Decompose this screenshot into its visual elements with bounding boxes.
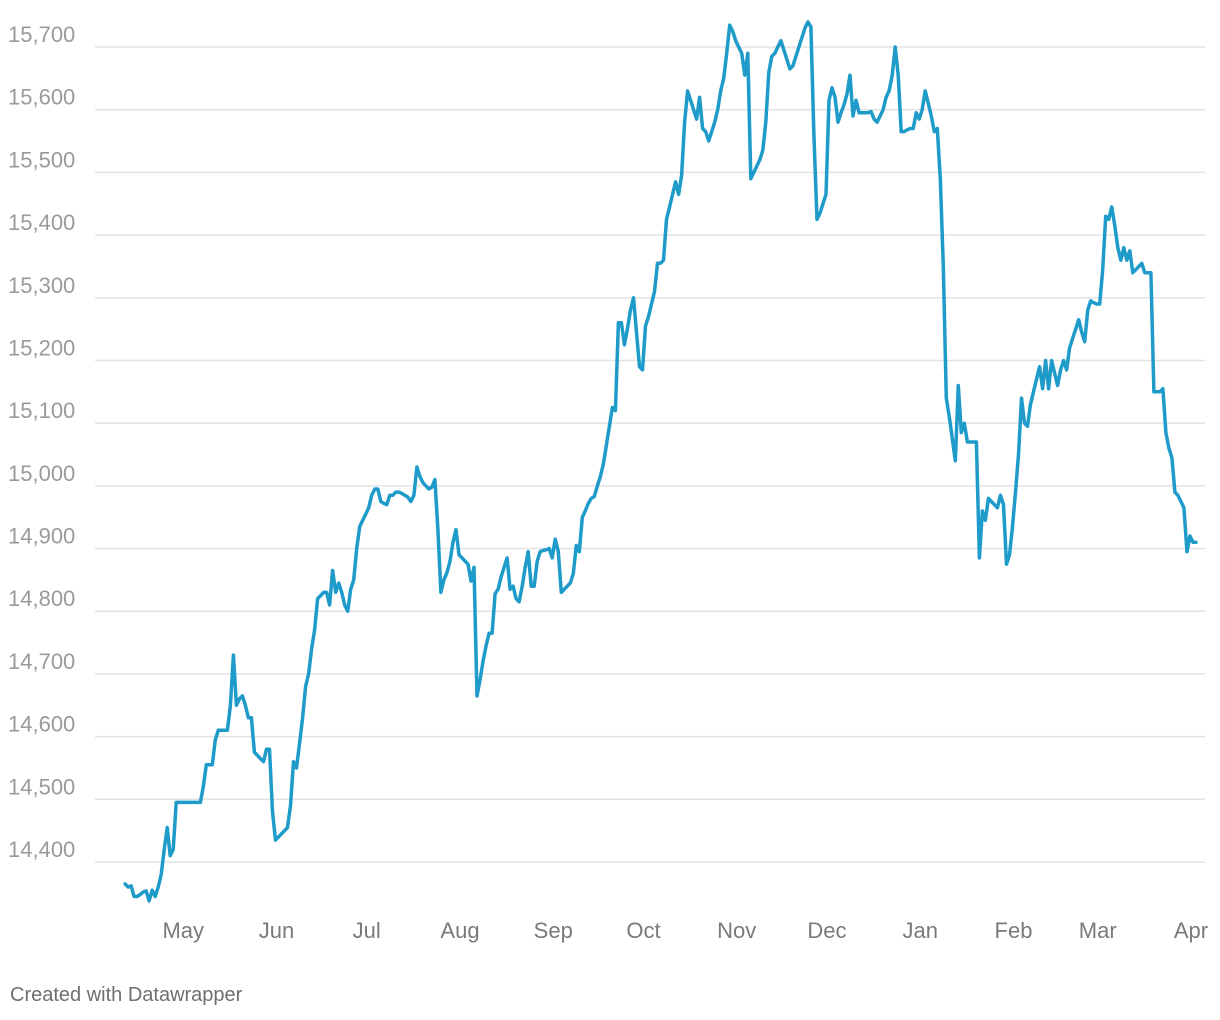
gridlines bbox=[95, 46, 1205, 863]
y-tick-label: 15,100 bbox=[8, 398, 75, 423]
y-tick-label: 15,600 bbox=[8, 85, 75, 110]
y-tick-label: 14,500 bbox=[8, 774, 75, 799]
series-line bbox=[123, 20, 1198, 903]
x-tick-label: Jan bbox=[902, 918, 937, 943]
x-tick-label: Mar bbox=[1079, 918, 1117, 943]
y-tick-label: 14,400 bbox=[8, 837, 75, 862]
y-tick-label: 14,800 bbox=[8, 586, 75, 611]
y-tick-label: 15,700 bbox=[8, 22, 75, 47]
y-axis-tick-labels: 14,400 14,500 14,600 14,700 14,800 14,900 15,0… bbox=[8, 22, 75, 862]
y-tick-label: 15,200 bbox=[8, 335, 75, 360]
y-tick-label: 15,300 bbox=[8, 273, 75, 298]
series-lines bbox=[123, 20, 1198, 903]
y-tick-label: 15,500 bbox=[8, 147, 75, 172]
x-tick-label: May bbox=[162, 918, 204, 943]
y-tick-label: 14,600 bbox=[8, 712, 75, 737]
y-tick-label: 14,700 bbox=[8, 649, 75, 674]
x-tick-label: Dec bbox=[807, 918, 846, 943]
x-tick-label: Feb bbox=[995, 918, 1033, 943]
y-tick-label: 15,000 bbox=[8, 461, 75, 486]
x-tick-label: Oct bbox=[626, 918, 660, 943]
y-tick-label: 14,900 bbox=[8, 524, 75, 549]
datawrapper-credit: Created with Datawrapper bbox=[10, 984, 243, 1006]
x-tick-label: Apr bbox=[1174, 918, 1208, 943]
x-tick-label: Nov bbox=[717, 918, 756, 943]
y-tick-label: 15,400 bbox=[8, 210, 75, 235]
x-tick-label: Jun bbox=[259, 918, 294, 943]
x-tick-label: Jul bbox=[353, 918, 381, 943]
x-tick-label: Sep bbox=[534, 918, 573, 943]
x-axis-tick-labels: May Jun Jul Aug Sep Oct Nov Dec Jan Feb Mar Apr bbox=[162, 918, 1208, 943]
x-tick-label: Aug bbox=[440, 918, 479, 943]
